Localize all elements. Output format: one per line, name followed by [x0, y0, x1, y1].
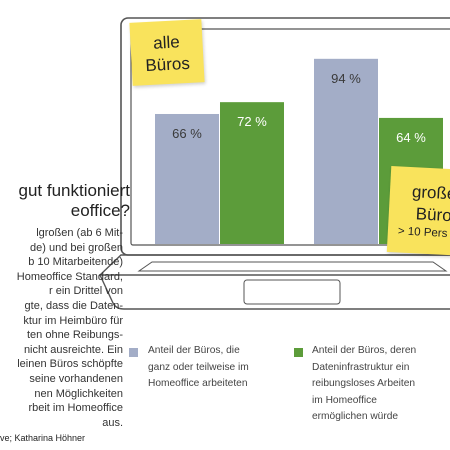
sticky-note-large-offices: große Büro > 10 Pers: [386, 165, 450, 257]
bar-b-0: [220, 102, 284, 244]
bar-a-0: [155, 113, 219, 244]
laptop-screen-inner: [130, 28, 450, 246]
bar-label-a-1: 94 %: [331, 71, 361, 86]
note-large-line3: > 10 Pers: [397, 225, 448, 240]
note-all-line2: Büros: [144, 53, 191, 76]
note-all-line1: alle: [152, 32, 181, 53]
legend-label-series-b: Anteil der Büros, deren Dateninfrastrukt…: [312, 345, 417, 423]
bar-label-b-1: 64 %: [396, 130, 426, 145]
laptop-trackpad: [243, 279, 341, 305]
article-body: lgroßen (ab 6 Mit- de) und bei großen b …: [16, 227, 123, 429]
sticky-note-all-offices: alle Büros: [129, 19, 205, 86]
bar-label-a-0: 66 %: [172, 126, 202, 141]
laptop-base-keyboard: [137, 261, 448, 272]
legend-swatch-series-b: [294, 348, 303, 357]
laptop-base-top: [98, 254, 450, 276]
note-large-line2: Büro: [415, 204, 450, 226]
bar-a-1: [314, 58, 378, 244]
laptop-base-front: [99, 274, 450, 310]
note-large-line1: große: [411, 182, 450, 204]
article-credit: ve; Katharina Höhner: [0, 433, 86, 443]
legend-label-series-a: Anteil der Büros, die ganz oder teilweis…: [148, 345, 249, 390]
bar-label-b-0: 72 %: [237, 114, 267, 129]
article-heading: gut funktioniert eoffice?: [18, 181, 130, 220]
legend-swatch-series-a: [129, 348, 138, 357]
